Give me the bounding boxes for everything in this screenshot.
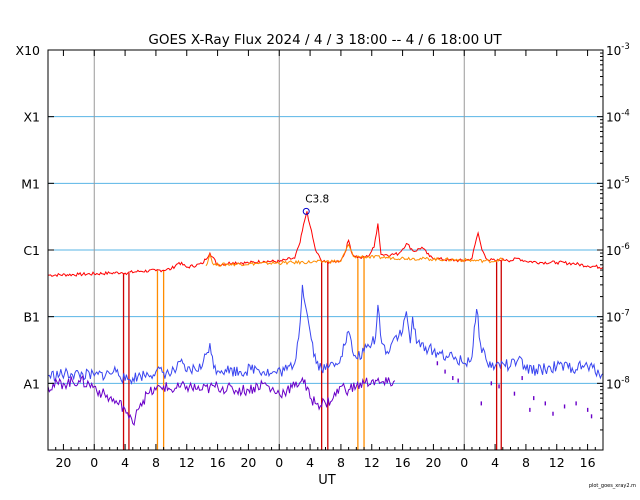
axis-layer: 20 0 4 8 12 16 20 0 4 8 12 16 20 0 4 8 12 16 X10 X1 M1 C1 B1 A1… (16, 42, 630, 470)
x-axis-label: UT (318, 473, 336, 488)
sparse-data-point (586, 407, 589, 412)
sparse-data-point (533, 396, 535, 401)
x-tick-label: 20 (240, 455, 256, 470)
y-right-tick-exponent: -6 (621, 242, 629, 252)
y-class-label: A1 (23, 376, 40, 391)
sparse-data-point (480, 401, 483, 406)
x-tick-label: 4 (491, 455, 499, 470)
x-tick-label: 12 (549, 455, 565, 470)
y-class-label: B1 (23, 310, 40, 325)
sparse-data-point (498, 384, 500, 389)
series-line-long_secondary (205, 243, 505, 267)
x-tick-label: 8 (522, 455, 530, 470)
sparse-data-point (436, 361, 439, 366)
y-class-label: M1 (21, 176, 40, 191)
x-tick-label: 12 (179, 455, 195, 470)
y-right-tick-exponent: -5 (621, 175, 629, 185)
y-right-tick-exponent: -8 (621, 375, 629, 385)
y-class-label: X10 (16, 43, 41, 58)
x-tick-label: 16 (210, 455, 226, 470)
sparse-data-point (444, 369, 446, 374)
x-tick-label: 16 (580, 455, 596, 470)
y-right-tick-exponent: -7 (621, 309, 629, 319)
y-class-label: X1 (23, 110, 40, 125)
series-line-short_primary (47, 284, 604, 385)
data-layer (47, 211, 604, 450)
sparse-data-point (521, 376, 523, 381)
x-tick-label: 8 (337, 455, 345, 470)
sparse-data-point (457, 378, 459, 383)
y-right-tick-exponent: -3 (621, 42, 629, 52)
x-tick-label: 0 (460, 455, 468, 470)
y-class-label: C1 (23, 243, 40, 258)
flare-peak-marker (302, 207, 310, 215)
x-tick-label: 16 (395, 455, 411, 470)
sparse-data-point (590, 414, 593, 419)
sparse-data-point (544, 401, 546, 406)
annotation-layer: C3.8 (302, 193, 329, 215)
sparse-data-point (490, 381, 493, 386)
series-line-short_secondary (47, 374, 396, 426)
sparse-data-point (563, 404, 566, 409)
sparse-data-point (513, 391, 516, 396)
sparse-data-point (529, 407, 531, 412)
x-tick-label: 4 (121, 455, 129, 470)
sparse-data-point (452, 376, 454, 381)
sparse-data-point (552, 411, 554, 416)
x-tick-label: 0 (90, 455, 98, 470)
x-tick-label: 20 (55, 455, 71, 470)
x-tick-label: 12 (364, 455, 380, 470)
flare-peak-label: C3.8 (305, 193, 329, 205)
grid-layer (48, 50, 603, 450)
x-tick-label: 8 (152, 455, 160, 470)
sparse-data-point (575, 401, 577, 406)
chart-title: GOES X-Ray Flux 2024 / 4 / 3 18:00 -- 4 … (148, 32, 502, 48)
x-tick-label: 20 (425, 455, 441, 470)
x-tick-label: 4 (306, 455, 314, 470)
x-tick-label: 0 (275, 455, 283, 470)
footer-label: plot_goes_xray2.m (589, 483, 636, 489)
y-right-tick-exponent: -4 (621, 109, 629, 119)
